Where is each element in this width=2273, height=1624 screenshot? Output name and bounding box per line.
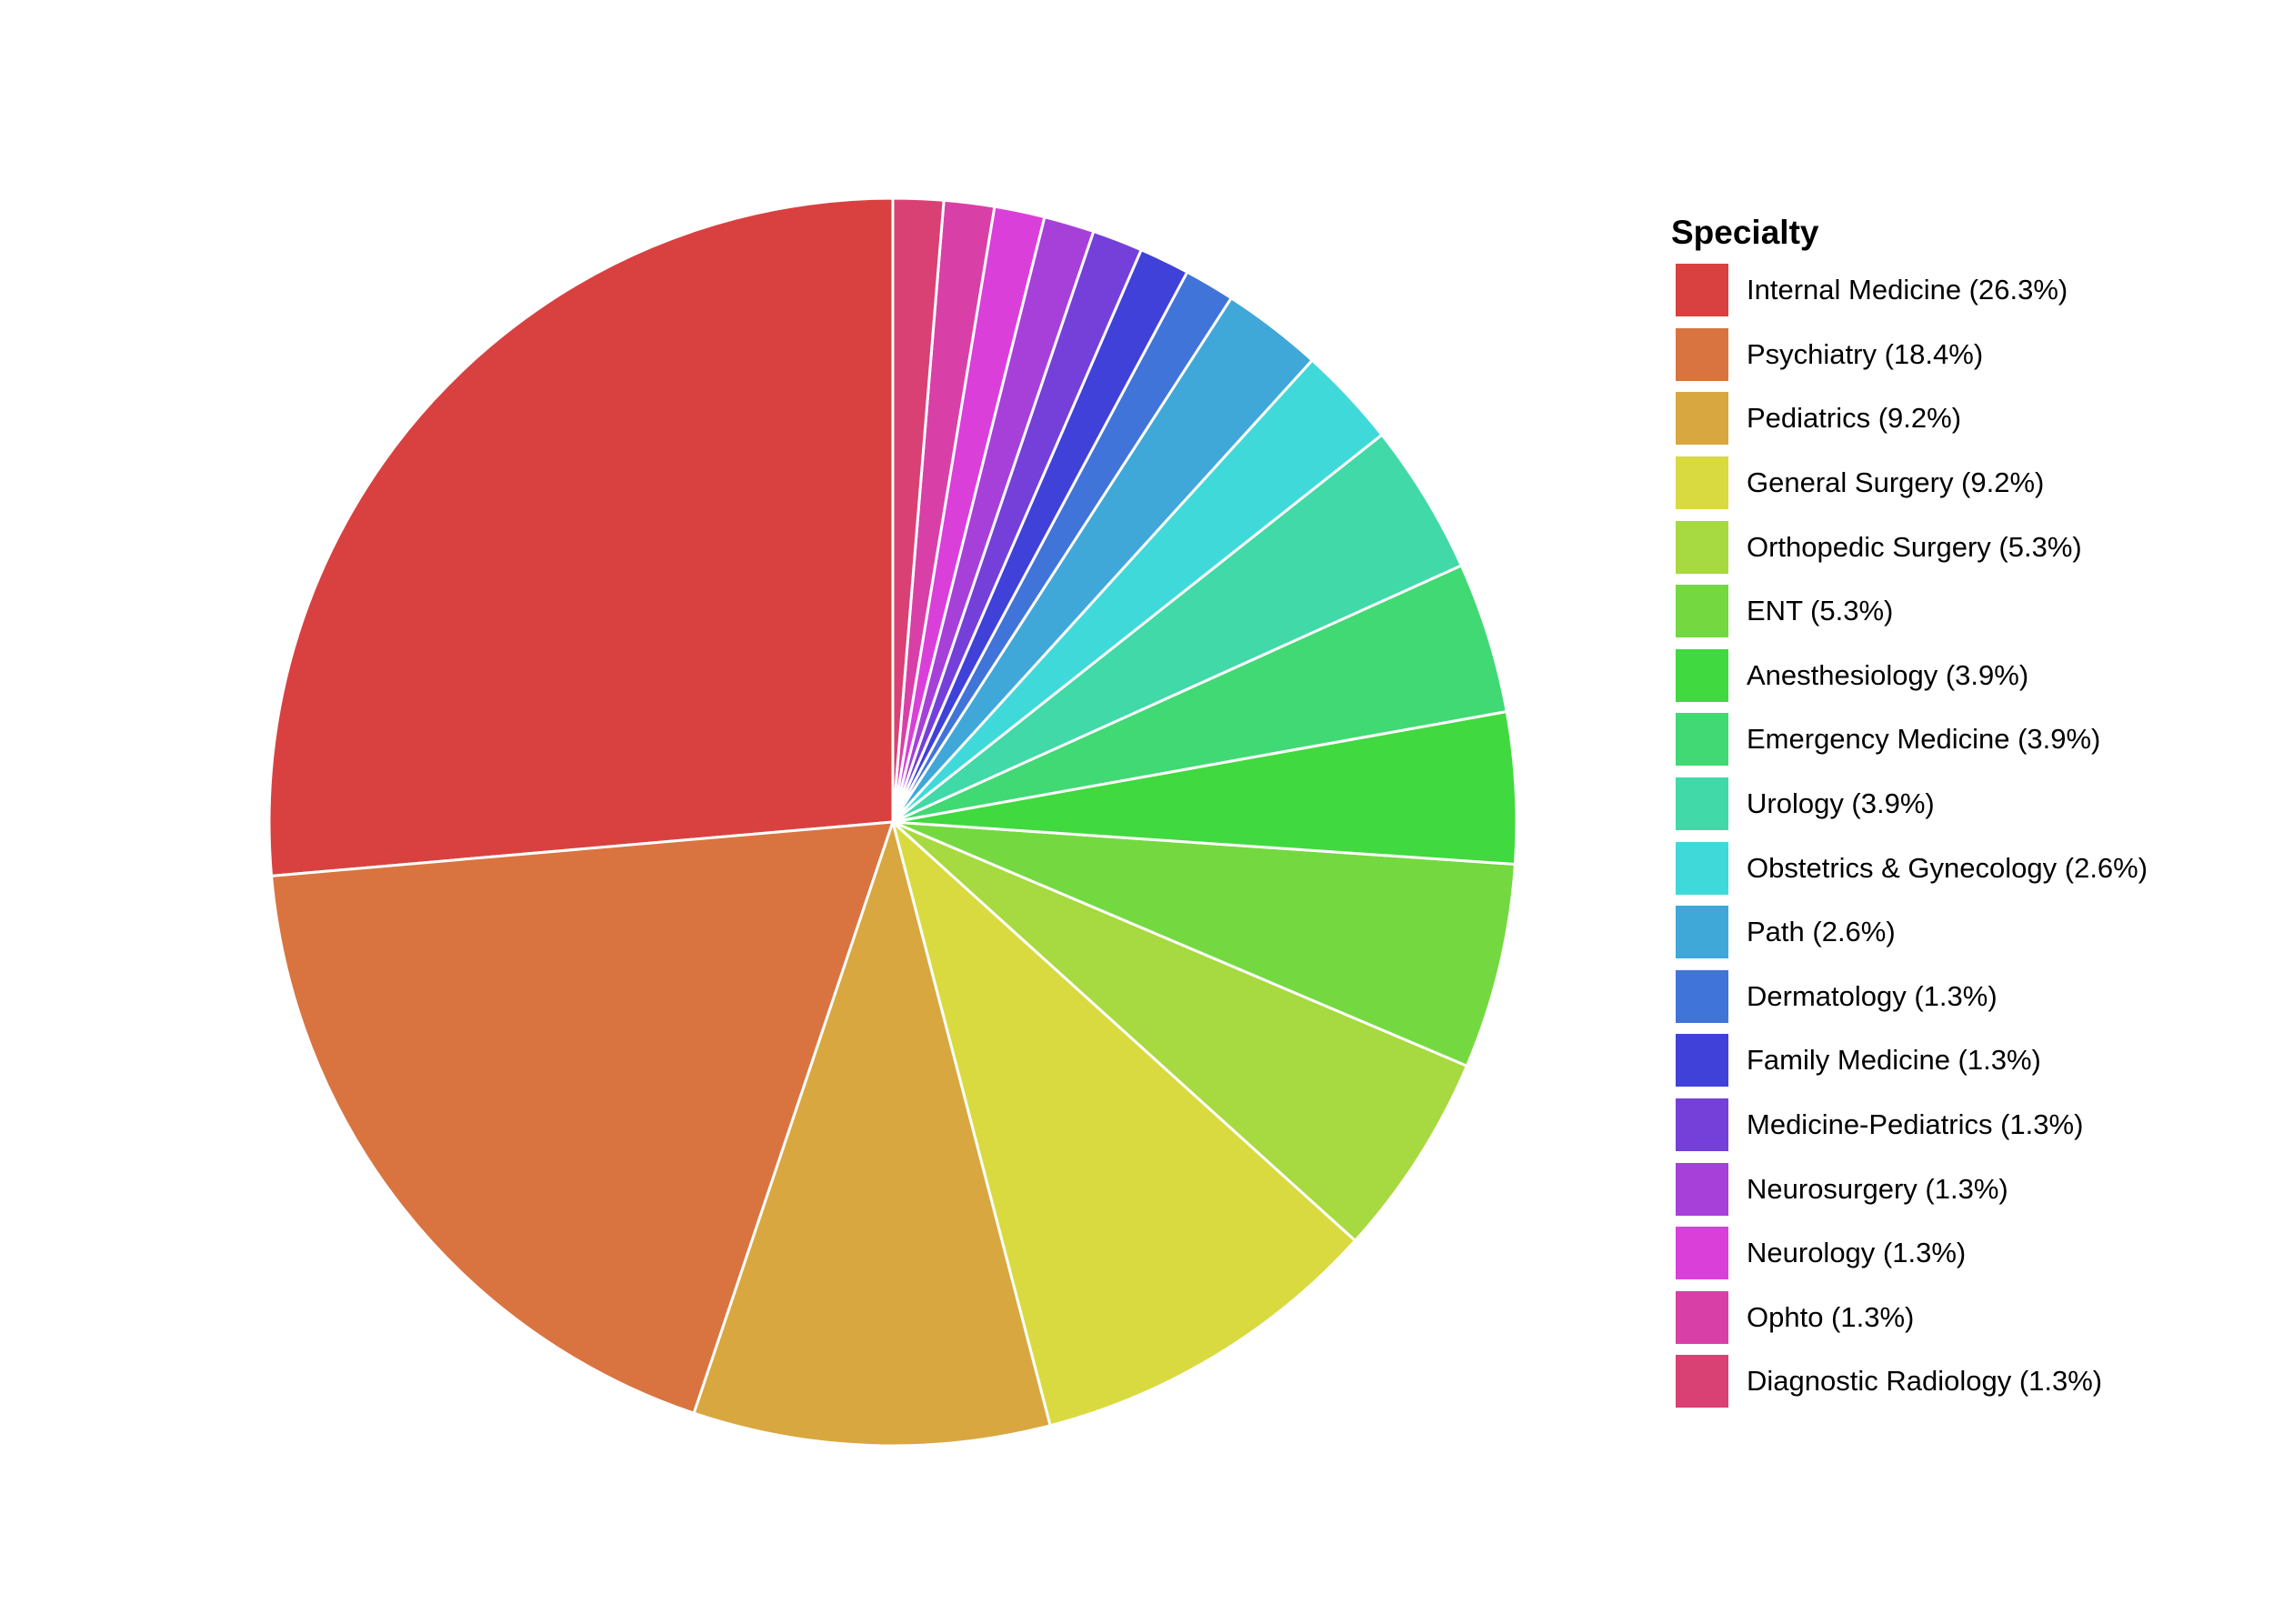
legend-item: Family Medicine (1.3%) [1673,1028,2148,1093]
legend-label: Neurosurgery (1.3%) [1747,1172,2008,1205]
legend-label: Path (2.6%) [1747,916,1896,948]
legend-label: General Surgery (9.2%) [1747,466,2045,499]
legend-swatch [1673,261,1731,320]
legend-label: Urology (3.9%) [1747,787,1935,820]
legend-item: Ophto (1.3%) [1673,1286,2148,1350]
legend-label: Internal Medicine (26.3%) [1747,274,2068,306]
legend-swatch [1673,710,1731,769]
legend-item: Dermatology (1.3%) [1673,965,2148,1029]
legend-label: Anesthesiology (3.9%) [1747,658,2029,691]
legend-swatch [1673,517,1731,576]
legend-item: Neurology (1.3%) [1673,1221,2148,1286]
legend-swatch [1673,454,1731,513]
pie-slice-diagnostic-radiology [891,196,946,824]
legend-swatch [1673,838,1731,897]
legend-item: ENT (5.3%) [1673,579,2148,644]
legend-label: Ophto (1.3%) [1747,1300,1915,1333]
legend-items: Internal Medicine (26.3%) Psychiatry (18.… [1673,258,2148,1414]
legend: Specialty Internal Medicine (26.3%) Psych… [1671,207,2148,1414]
legend-item: Orthopedic Surgery (5.3%) [1673,515,2148,579]
legend-item: Medicine-Pediatrics (1.3%) [1673,1093,2148,1158]
legend-swatch [1673,967,1731,1026]
legend-label: Pediatrics (9.2%) [1747,402,1962,435]
legend-item: Psychiatry (18.4%) [1673,323,2148,387]
legend-item: Urology (3.9%) [1673,772,2148,837]
legend-item: Path (2.6%) [1673,900,2148,965]
legend-label: Medicine-Pediatrics (1.3%) [1747,1108,2084,1141]
legend-swatch [1673,775,1731,834]
legend-label: Orthopedic Surgery (5.3%) [1747,530,2082,563]
pie-slice-internal-medicine [267,196,895,877]
legend-swatch [1673,582,1731,641]
legend-label: Emergency Medicine (3.9%) [1747,723,2101,756]
pie-slice-psychiatry [270,820,895,1415]
legend-label: Neurology (1.3%) [1747,1237,1967,1269]
legend-item: Obstetrics & Gynecology (2.6%) [1673,836,2148,900]
legend-swatch [1673,1096,1731,1155]
legend-item: Diagnostic Radiology (1.3%) [1673,1349,2148,1414]
pie-slice-ent [891,820,1517,1068]
legend-swatch [1673,1288,1731,1347]
legend-label: Dermatology (1.3%) [1747,979,1998,1012]
legend-item: Neurosurgery (1.3%) [1673,1157,2148,1221]
legend-swatch [1673,1352,1731,1411]
legend-title: Specialty [1671,214,1819,251]
legend-label: Obstetrics & Gynecology (2.6%) [1747,851,2148,884]
legend-label: Psychiatry (18.4%) [1747,337,1984,370]
legend-label: Diagnostic Radiology (1.3%) [1747,1365,2103,1398]
legend-item: Emergency Medicine (3.9%) [1673,707,2148,772]
legend-swatch [1673,646,1731,705]
legend-item: Internal Medicine (26.3%) [1673,258,2148,323]
legend-swatch [1673,1159,1731,1218]
legend-swatch [1673,1031,1731,1090]
legend-item: Pediatrics (9.2%) [1673,386,2148,451]
pie-slice-pediatrics [692,820,1052,1448]
legend-item: Anesthesiology (3.9%) [1673,644,2148,708]
legend-swatch [1673,325,1731,384]
pie-slices [267,196,1518,1448]
pie-slice-general-surgery [891,820,1357,1428]
legend-label: ENT (5.3%) [1747,595,1894,627]
legend-item: General Surgery (9.2%) [1673,451,2148,516]
pie-slice-orthopedic-surgery [891,820,1468,1242]
legend-label: Family Medicine (1.3%) [1747,1044,2041,1077]
legend-swatch [1673,903,1731,962]
legend-swatch [1673,1224,1731,1283]
legend-swatch [1673,389,1731,448]
